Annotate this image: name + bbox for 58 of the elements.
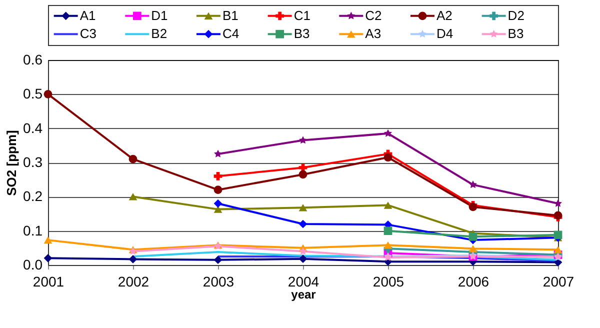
legend-label: A2: [436, 8, 452, 23]
point: [298, 204, 308, 212]
point: [384, 153, 392, 162]
legend-label: B3: [508, 26, 524, 42]
y-tick-label: 0.2: [23, 188, 43, 204]
point: [214, 206, 222, 213]
y-tick-label: 0.3: [23, 154, 43, 170]
y-tick-label: 0.0: [23, 256, 43, 272]
legend-label: B3: [294, 26, 310, 42]
legend-label: D2: [508, 8, 524, 23]
point: [214, 150, 222, 158]
x-tick-label: 2005: [372, 274, 404, 290]
point: [128, 255, 138, 264]
point: [214, 256, 222, 264]
point: [299, 136, 307, 144]
y-tick-label: 0.1: [23, 222, 43, 238]
legend-label: A3: [365, 26, 382, 42]
legend-label: D1: [151, 8, 168, 23]
y-tick-label: 0.4: [23, 120, 43, 136]
y-tick-label: 0.5: [23, 86, 43, 102]
point: [384, 202, 392, 209]
point: [554, 246, 562, 254]
point: [299, 247, 307, 255]
legend-label: D4: [436, 26, 454, 42]
legend-label: A1: [80, 8, 96, 23]
legend-label: C2: [365, 8, 382, 23]
y-tick-label: 0.6: [23, 52, 43, 68]
point: [214, 199, 222, 208]
point: [214, 186, 222, 194]
legend-label: B1: [222, 8, 238, 23]
x-tick-label: 2007: [542, 274, 574, 290]
x-tick-label: 2004: [288, 274, 320, 290]
point: [44, 90, 52, 98]
point: [468, 232, 478, 241]
point: [298, 220, 308, 228]
legend-label: C4: [222, 26, 240, 42]
point: [214, 172, 222, 180]
point: [128, 193, 138, 200]
point: [298, 254, 308, 264]
point: [128, 154, 138, 164]
point: [44, 254, 52, 262]
x-axis-title: year: [291, 288, 316, 302]
y-axis-title: SO2 [ppm]: [4, 130, 20, 196]
x-tick-label: 2001: [32, 274, 64, 290]
x-tick-label: 2006: [458, 274, 490, 290]
point: [469, 180, 477, 188]
point: [554, 230, 562, 240]
point: [384, 129, 392, 137]
point: [468, 244, 478, 252]
x-tick-label: 2002: [118, 274, 150, 290]
point: [384, 226, 392, 236]
legend-label: C1: [294, 8, 310, 23]
legend-label: C3: [80, 26, 96, 42]
x-tick-label: 2003: [202, 274, 234, 290]
point: [298, 170, 308, 179]
point: [44, 236, 52, 244]
legend-label: B2: [151, 26, 168, 42]
point: [384, 242, 392, 249]
